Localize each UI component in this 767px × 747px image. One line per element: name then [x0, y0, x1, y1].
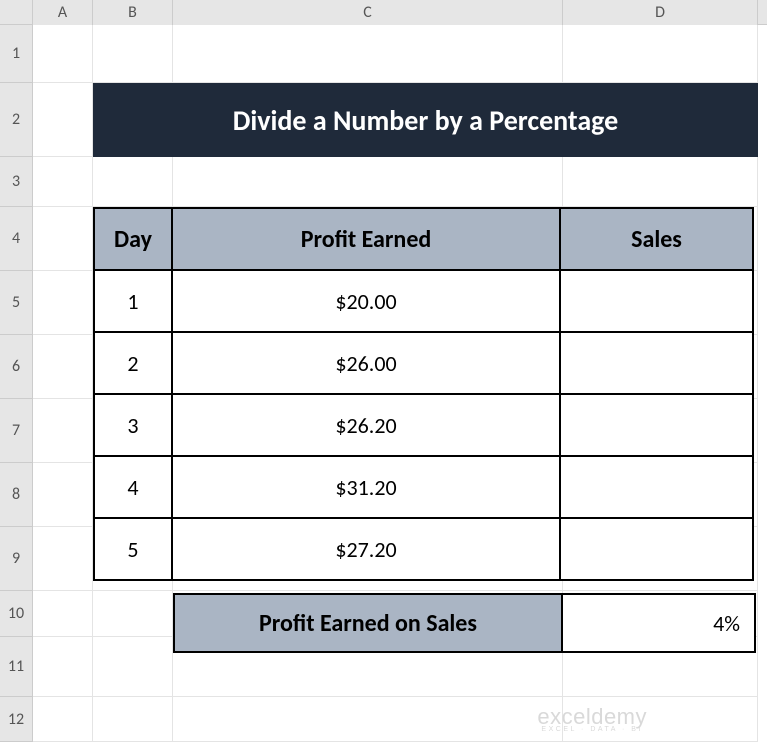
- th-profit[interactable]: Profit Earned: [171, 207, 561, 271]
- summary-label-cell[interactable]: Profit Earned on Sales: [173, 593, 563, 653]
- watermark-main: exceldemy: [537, 708, 647, 727]
- row-head-11[interactable]: 11: [0, 637, 33, 697]
- cell-C1[interactable]: [173, 25, 563, 83]
- cell-A2[interactable]: [33, 83, 93, 157]
- cell-A4[interactable]: [33, 207, 93, 271]
- row-head-1[interactable]: 1: [0, 25, 33, 83]
- td-day[interactable]: 5: [93, 517, 173, 581]
- table-row: 2$26.00: [93, 331, 754, 395]
- cell-B11[interactable]: [93, 637, 173, 697]
- td-sales[interactable]: [559, 331, 754, 395]
- col-head-B[interactable]: B: [93, 0, 173, 25]
- td-day[interactable]: 1: [93, 269, 173, 333]
- cell-A6[interactable]: [33, 335, 93, 399]
- cell-B3[interactable]: [93, 157, 173, 207]
- table-row: 3$26.20: [93, 393, 754, 457]
- cell-A12[interactable]: [33, 697, 93, 742]
- cell-A5[interactable]: [33, 271, 93, 335]
- td-sales[interactable]: [559, 455, 754, 519]
- th-sales[interactable]: Sales: [559, 207, 754, 271]
- cell-A3[interactable]: [33, 157, 93, 207]
- td-profit[interactable]: $20.00: [171, 269, 561, 333]
- select-all-corner[interactable]: [0, 0, 33, 25]
- col-head-C[interactable]: C: [173, 0, 563, 25]
- cell-A10[interactable]: [33, 591, 93, 637]
- table-row: 5$27.20: [93, 517, 754, 581]
- td-profit[interactable]: $26.00: [171, 331, 561, 395]
- row-headers-col: 1 2 3 4 5 6 7 8 9 10 11 12: [0, 25, 33, 742]
- row-head-9[interactable]: 9: [0, 527, 33, 591]
- cell-A9[interactable]: [33, 527, 93, 591]
- table-row: 4$31.20: [93, 455, 754, 519]
- cell-C3[interactable]: [173, 157, 563, 207]
- cell-A11[interactable]: [33, 637, 93, 697]
- summary-value: 4%: [713, 610, 740, 637]
- column-headers-row: A B C D: [0, 0, 767, 25]
- td-sales[interactable]: [559, 517, 754, 581]
- data-table: Day Profit Earned Sales 1$20.002$26.003$…: [93, 207, 754, 581]
- td-profit[interactable]: $27.20: [171, 517, 561, 581]
- watermark-sub: EXCEL · DATA · BI: [537, 727, 647, 733]
- cell-A1[interactable]: [33, 25, 93, 83]
- row-head-2[interactable]: 2: [0, 83, 33, 157]
- cell-D3[interactable]: [563, 157, 758, 207]
- col-head-A[interactable]: A: [33, 0, 93, 25]
- td-day[interactable]: 3: [93, 393, 173, 457]
- title-cell[interactable]: Divide a Number by a Percentage: [93, 83, 758, 157]
- col-head-D[interactable]: D: [563, 0, 758, 25]
- cell-C12[interactable]: [173, 697, 563, 742]
- summary-value-cell[interactable]: 4%: [561, 593, 756, 653]
- watermark: exceldemy EXCEL · DATA · BI: [537, 708, 647, 733]
- summary-row: Profit Earned on Sales 4%: [173, 593, 756, 653]
- row-head-3[interactable]: 3: [0, 157, 33, 207]
- cell-A8[interactable]: [33, 463, 93, 527]
- title-text: Divide a Number by a Percentage: [233, 103, 619, 138]
- td-profit[interactable]: $31.20: [171, 455, 561, 519]
- cell-D1[interactable]: [563, 25, 758, 83]
- cell-B12[interactable]: [93, 697, 173, 742]
- spreadsheet: A B C D 1 2 3 4 5 6 7 8 9 10 11 12 Divid…: [0, 0, 767, 747]
- row-head-12[interactable]: 12: [0, 697, 33, 742]
- cell-A7[interactable]: [33, 399, 93, 463]
- th-day[interactable]: Day: [93, 207, 173, 271]
- row-head-5[interactable]: 5: [0, 271, 33, 335]
- td-sales[interactable]: [559, 393, 754, 457]
- td-day[interactable]: 2: [93, 331, 173, 395]
- row-head-6[interactable]: 6: [0, 335, 33, 399]
- td-day[interactable]: 4: [93, 455, 173, 519]
- row-head-4[interactable]: 4: [0, 207, 33, 271]
- table-row: 1$20.00: [93, 269, 754, 333]
- td-sales[interactable]: [559, 269, 754, 333]
- row-head-7[interactable]: 7: [0, 399, 33, 463]
- row-head-10[interactable]: 10: [0, 591, 33, 637]
- cell-B1[interactable]: [93, 25, 173, 83]
- row-head-8[interactable]: 8: [0, 463, 33, 527]
- td-profit[interactable]: $26.20: [171, 393, 561, 457]
- cell-B10[interactable]: [93, 591, 173, 637]
